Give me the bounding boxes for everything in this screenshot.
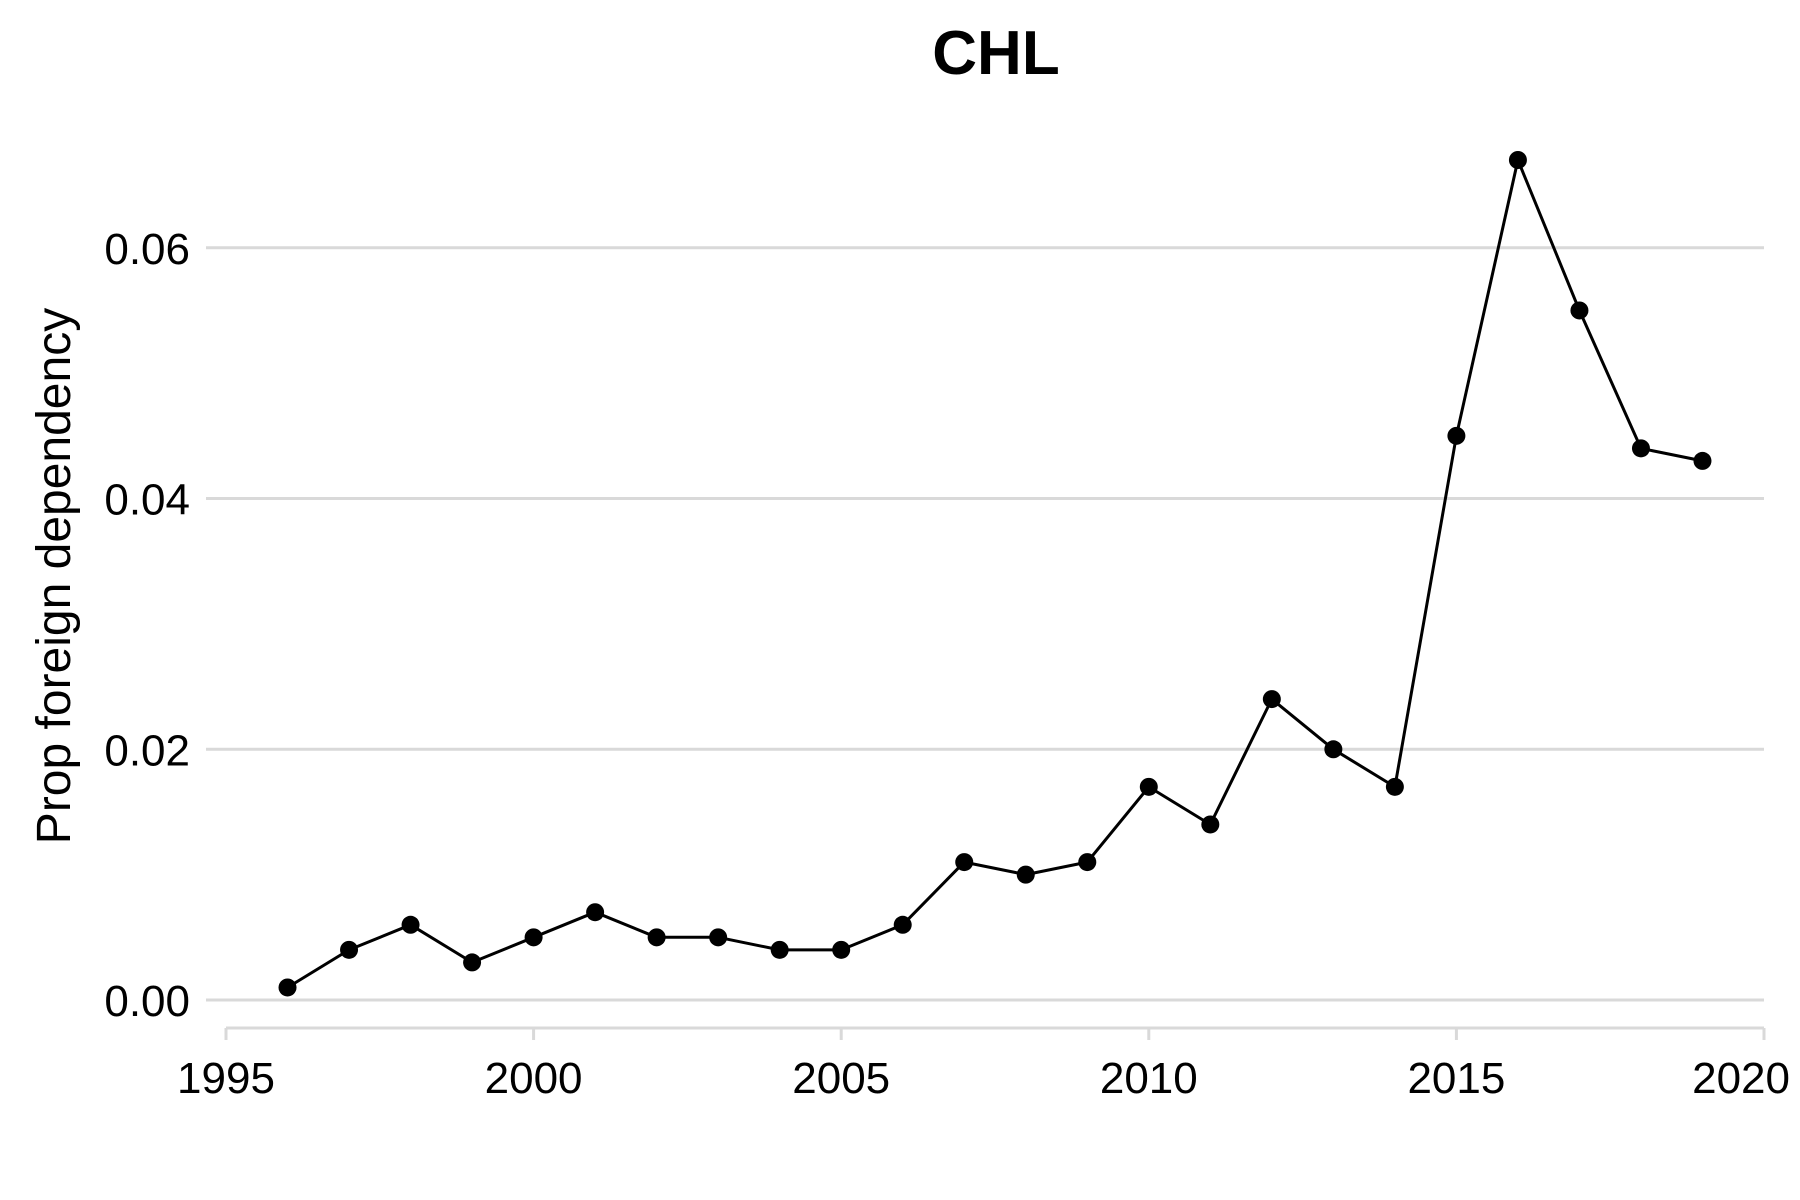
x-tick-label: 2010 <box>1100 1054 1198 1103</box>
data-point <box>1570 301 1589 320</box>
y-tick-label: 0.06 <box>104 225 190 274</box>
data-point <box>1508 151 1527 169</box>
data-point <box>1385 777 1404 796</box>
data-point <box>1447 426 1466 445</box>
y-tick-label: 0.00 <box>104 977 190 1026</box>
data-point <box>463 953 482 972</box>
data-point <box>1693 451 1712 470</box>
x-tick-label: 1995 <box>177 1054 275 1103</box>
y-axis-label: Prop foreign dependency <box>28 308 81 844</box>
y-tick-label: 0.02 <box>104 726 190 775</box>
x-tick-label: 2000 <box>485 1054 583 1103</box>
x-tick-label: 2005 <box>792 1054 890 1103</box>
data-point <box>1016 865 1035 884</box>
data-point <box>893 915 912 934</box>
chart-title: CHL <box>932 19 1059 88</box>
data-point <box>1201 815 1220 834</box>
y-tick-label: 0.04 <box>104 476 190 525</box>
series-layer <box>278 151 1712 997</box>
data-point <box>1262 690 1281 709</box>
y-axis: 0.00 0.02 0.04 0.06 <box>104 225 190 1026</box>
data-point <box>770 940 789 959</box>
data-point <box>832 940 851 959</box>
x-tick-label: 2015 <box>1407 1054 1505 1103</box>
data-point <box>586 903 605 922</box>
data-point <box>401 915 420 934</box>
series-line <box>286 158 1703 989</box>
data-point <box>1078 853 1097 872</box>
data-point <box>709 928 728 947</box>
data-point <box>278 978 297 997</box>
data-point <box>647 928 666 947</box>
data-point <box>524 928 543 947</box>
x-tick-label: 2020 <box>1692 1054 1790 1103</box>
data-point <box>1324 740 1343 759</box>
data-point <box>955 853 974 872</box>
gridlines <box>206 246 1764 1002</box>
data-point <box>340 940 359 959</box>
x-axis: 1995 2000 2005 2010 2015 2020 <box>177 1026 1790 1103</box>
data-point <box>1139 777 1158 796</box>
data-point <box>1631 439 1650 458</box>
